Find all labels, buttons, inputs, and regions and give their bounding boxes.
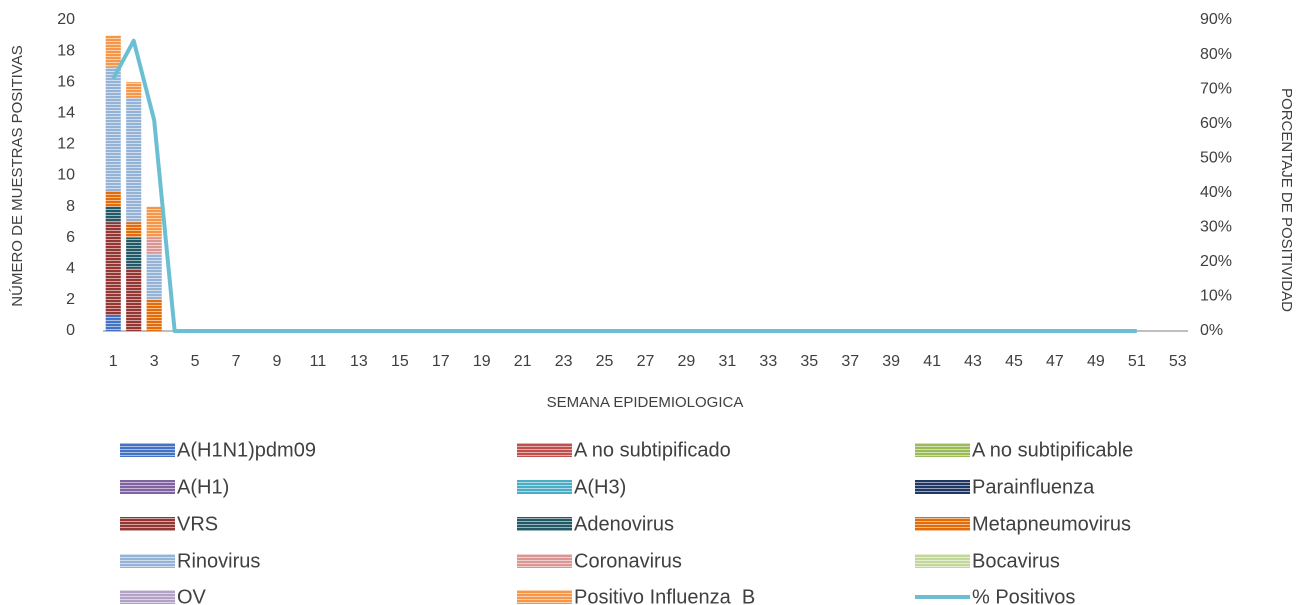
x-tick-label: 19 bbox=[473, 353, 491, 370]
x-tick-label: 21 bbox=[514, 353, 532, 370]
bar-segment bbox=[126, 222, 142, 238]
x-tick-label: 5 bbox=[191, 353, 200, 370]
y-tick-label: 12 bbox=[57, 136, 75, 153]
bar-segment bbox=[105, 206, 121, 223]
legend-label: Rinovirus bbox=[177, 550, 260, 572]
x-tick-label: 35 bbox=[800, 353, 818, 370]
bar-segment bbox=[105, 222, 121, 316]
x-tick-label: 23 bbox=[555, 353, 573, 370]
x-tick-label: 37 bbox=[841, 353, 859, 370]
y2-axis-title: PORCENTAJE DE POSITIVIDAD bbox=[1278, 88, 1295, 312]
y-tick-label: 0 bbox=[66, 322, 75, 339]
y2-tick-label: 70% bbox=[1200, 80, 1232, 97]
x-tick-label: 15 bbox=[391, 353, 409, 370]
legend-swatch bbox=[517, 554, 572, 568]
legend-label: Positivo Influenza B bbox=[574, 586, 755, 605]
x-tick-label: 31 bbox=[718, 353, 736, 370]
x-tick-label: 47 bbox=[1046, 353, 1064, 370]
legend-swatch bbox=[120, 554, 175, 568]
y-tick-label: 20 bbox=[57, 11, 75, 28]
legend-swatch bbox=[120, 443, 175, 457]
y2-tick-label: 60% bbox=[1200, 115, 1232, 132]
x-tick-label: 45 bbox=[1005, 353, 1023, 370]
legend-swatch bbox=[517, 517, 572, 531]
bar-segment bbox=[146, 237, 162, 254]
legend-swatch bbox=[120, 590, 175, 604]
bar-segment bbox=[146, 299, 162, 331]
bar-segment bbox=[105, 35, 121, 67]
y-tick-label: 4 bbox=[66, 260, 75, 277]
x-axis-title: SEMANA EPIDEMIOLOGICA bbox=[547, 394, 744, 411]
y-tick-label: 6 bbox=[66, 229, 75, 246]
x-tick-label: 13 bbox=[350, 353, 368, 370]
bar-segment bbox=[105, 191, 121, 207]
legend-swatch bbox=[915, 517, 970, 531]
legend-label: VRS bbox=[177, 513, 218, 535]
x-tick-label: 1 bbox=[109, 353, 118, 370]
x-tick-label: 25 bbox=[596, 353, 614, 370]
legend-label: OV bbox=[177, 586, 207, 605]
bar-segment bbox=[126, 268, 142, 331]
y-tick-label: 8 bbox=[66, 198, 75, 215]
legend-label: Parainfluenza bbox=[972, 476, 1095, 498]
x-tick-label: 43 bbox=[964, 353, 982, 370]
x-tick-label: 29 bbox=[678, 353, 696, 370]
x-tick-label: 49 bbox=[1087, 353, 1105, 370]
legend-label: A(H1N1)pdm09 bbox=[177, 439, 316, 461]
y2-tick-label: 80% bbox=[1200, 46, 1232, 63]
y-axis-title: NÚMERO DE MUESTRAS POSITIVAS bbox=[9, 45, 26, 306]
legend-label: Metapneumovirus bbox=[972, 513, 1131, 535]
legend-label: A no subtipificado bbox=[574, 439, 731, 461]
x-tick-label: 39 bbox=[882, 353, 900, 370]
legend-label: A no subtipificable bbox=[972, 439, 1133, 461]
legend-label: A(H3) bbox=[574, 476, 626, 498]
y-tick-label: 18 bbox=[57, 42, 75, 59]
legend-swatch bbox=[915, 554, 970, 568]
y2-tick-label: 0% bbox=[1200, 322, 1223, 339]
line-series bbox=[111, 38, 1137, 333]
y2-tick-label: 10% bbox=[1200, 288, 1232, 305]
bar-segment bbox=[126, 82, 142, 98]
x-tick-label: 7 bbox=[232, 353, 241, 370]
legend-swatch bbox=[517, 443, 572, 457]
x-tick-label: 17 bbox=[432, 353, 450, 370]
x-tick-label: 33 bbox=[759, 353, 777, 370]
legend-swatch bbox=[517, 480, 572, 494]
y2-tick-label: 30% bbox=[1200, 219, 1232, 236]
y2-tick-label: 50% bbox=[1200, 149, 1232, 166]
y2-tick-label: 20% bbox=[1200, 253, 1232, 270]
legend-label: Bocavirus bbox=[972, 550, 1060, 572]
x-tick-label: 9 bbox=[273, 353, 282, 370]
bar-segment bbox=[105, 315, 121, 331]
legend-swatch bbox=[915, 443, 970, 457]
bar-segment bbox=[126, 97, 142, 223]
y-tick-label: 2 bbox=[66, 291, 75, 308]
bar-segment bbox=[105, 66, 121, 192]
x-tick-label: 51 bbox=[1128, 353, 1146, 370]
legend-label: % Positivos bbox=[972, 586, 1075, 605]
x-tick-label: 11 bbox=[310, 353, 327, 370]
x-tick-label: 3 bbox=[150, 353, 159, 370]
legend-label: Adenovirus bbox=[574, 513, 674, 535]
legend-swatch bbox=[120, 480, 175, 494]
legend-swatch bbox=[120, 517, 175, 531]
bar-segment bbox=[146, 206, 162, 238]
y-tick-label: 10 bbox=[57, 167, 75, 184]
y-tick-label: 16 bbox=[57, 73, 75, 90]
x-tick-label: 27 bbox=[637, 353, 655, 370]
x-tick-label: 41 bbox=[923, 353, 941, 370]
bar-segment bbox=[146, 253, 162, 300]
y-tick-label: 14 bbox=[57, 105, 75, 122]
x-tick-label: 53 bbox=[1169, 353, 1187, 370]
legend-label: A(H1) bbox=[177, 476, 229, 498]
y2-tick-label: 90% bbox=[1200, 11, 1232, 28]
legend-swatch bbox=[517, 590, 572, 604]
y2-tick-label: 40% bbox=[1200, 184, 1232, 201]
bar-segment bbox=[126, 237, 142, 269]
legend-label: Coronavirus bbox=[574, 550, 682, 572]
legend-swatch bbox=[915, 480, 970, 494]
